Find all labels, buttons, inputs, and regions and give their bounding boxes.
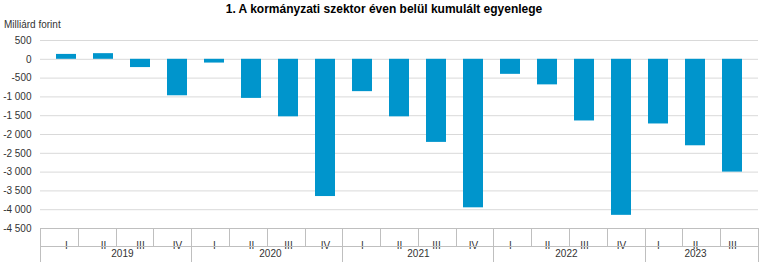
svg-text:2019: 2019 bbox=[111, 248, 134, 259]
svg-text:IV: IV bbox=[469, 240, 479, 251]
svg-text:-3 000: -3 000 bbox=[3, 166, 32, 177]
svg-text:I: I bbox=[65, 240, 68, 251]
svg-text:I: I bbox=[509, 240, 512, 251]
svg-text:500: 500 bbox=[15, 35, 32, 46]
svg-text:2022: 2022 bbox=[555, 248, 578, 259]
svg-text:III: III bbox=[432, 240, 440, 251]
svg-text:II: II bbox=[397, 240, 403, 251]
svg-text:IV: IV bbox=[173, 240, 183, 251]
svg-text:2021: 2021 bbox=[407, 248, 430, 259]
svg-text:III: III bbox=[284, 240, 292, 251]
svg-text:II: II bbox=[692, 239, 699, 251]
svg-text:-1 500: -1 500 bbox=[3, 110, 32, 121]
svg-text:-4 500: -4 500 bbox=[3, 223, 32, 234]
svg-text:2020: 2020 bbox=[259, 248, 282, 259]
svg-text:-500: -500 bbox=[11, 72, 31, 83]
svg-text:-4 000: -4 000 bbox=[3, 204, 32, 215]
svg-text:III: III bbox=[728, 240, 736, 251]
svg-text:III: III bbox=[136, 240, 144, 251]
svg-text:-2 000: -2 000 bbox=[3, 129, 32, 140]
svg-text:I: I bbox=[657, 240, 660, 251]
svg-text:IV: IV bbox=[321, 240, 331, 251]
svg-text:II: II bbox=[249, 240, 255, 251]
svg-text:IV: IV bbox=[617, 240, 627, 251]
svg-text:II: II bbox=[545, 240, 551, 251]
svg-text:-1 000: -1 000 bbox=[3, 91, 32, 102]
svg-text:I: I bbox=[213, 240, 216, 251]
html-text:1. A kormányzati szektor éven: 1. A kormányzati szektor éven belül kumu… bbox=[225, 2, 543, 16]
svg-text:0: 0 bbox=[26, 54, 32, 65]
svg-text:III: III bbox=[580, 240, 588, 251]
svg-text:I: I bbox=[361, 240, 364, 251]
svg-text:2023: 2023 bbox=[684, 248, 707, 259]
svg-text:-3 500: -3 500 bbox=[3, 185, 32, 196]
html-text:Milliárd forint: Milliárd forint bbox=[4, 19, 61, 30]
svg-text:II: II bbox=[101, 240, 107, 251]
svg-text:-2 500: -2 500 bbox=[3, 148, 32, 159]
